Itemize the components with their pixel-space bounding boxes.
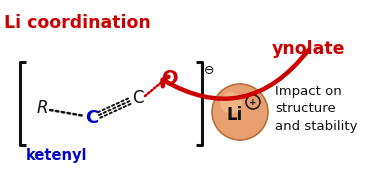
Text: +: + bbox=[249, 98, 257, 107]
Text: Li: Li bbox=[227, 106, 243, 124]
Text: O: O bbox=[162, 69, 178, 88]
Text: C: C bbox=[85, 109, 99, 127]
Text: ⊖: ⊖ bbox=[204, 64, 214, 77]
Text: C: C bbox=[132, 89, 144, 107]
Text: R: R bbox=[36, 99, 48, 117]
Text: Li coordination: Li coordination bbox=[4, 14, 151, 32]
Text: Impact on
structure
and stability: Impact on structure and stability bbox=[275, 85, 358, 133]
Circle shape bbox=[212, 84, 268, 140]
Circle shape bbox=[220, 92, 242, 114]
Text: ketenyl: ketenyl bbox=[26, 148, 87, 163]
Text: ynolate: ynolate bbox=[272, 40, 345, 58]
